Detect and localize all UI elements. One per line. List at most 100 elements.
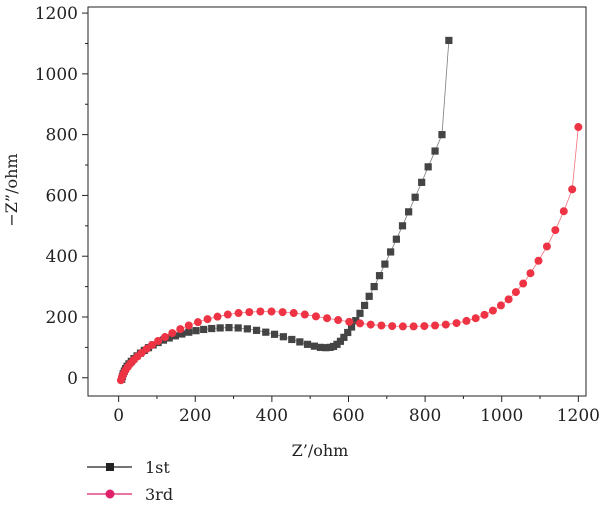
data-point bbox=[409, 322, 418, 331]
data-point bbox=[340, 333, 348, 341]
data-point bbox=[243, 325, 251, 333]
data-point bbox=[398, 322, 407, 331]
x-tick-label: 800 bbox=[409, 406, 441, 426]
x-tick-label: 600 bbox=[332, 406, 364, 426]
series-1st bbox=[118, 36, 453, 383]
data-point bbox=[344, 328, 352, 337]
data-point bbox=[267, 307, 276, 316]
data-point bbox=[381, 260, 389, 268]
y-axis-title: −Z”/ohm bbox=[2, 153, 21, 226]
data-point bbox=[462, 316, 471, 325]
data-point bbox=[356, 309, 364, 317]
data-point bbox=[347, 323, 356, 331]
data-point bbox=[316, 343, 325, 351]
data-point bbox=[200, 325, 208, 334]
data-point bbox=[488, 306, 497, 315]
legend-item: 3rd bbox=[87, 485, 173, 504]
x-tick-label: 1000 bbox=[480, 406, 523, 426]
data-point bbox=[147, 340, 156, 349]
data-point bbox=[388, 322, 397, 331]
data-point bbox=[279, 333, 287, 341]
data-point bbox=[154, 336, 163, 345]
data-point bbox=[418, 178, 426, 186]
data-point bbox=[445, 36, 453, 45]
data-point bbox=[322, 344, 330, 352]
data-point bbox=[452, 319, 461, 328]
data-point bbox=[398, 222, 407, 230]
data-point bbox=[471, 314, 480, 323]
x-tick-label: 400 bbox=[256, 406, 288, 426]
data-point bbox=[504, 295, 513, 304]
data-point bbox=[252, 326, 261, 334]
data-point bbox=[270, 330, 279, 338]
y-axis: 0 200 400 600 800 1000 1200 bbox=[35, 4, 88, 389]
data-point bbox=[300, 310, 309, 319]
data-point bbox=[405, 208, 413, 216]
data-point bbox=[441, 320, 450, 329]
data-point bbox=[323, 314, 332, 323]
data-point bbox=[420, 322, 429, 331]
y-tick-label: 1200 bbox=[35, 4, 78, 24]
data-point bbox=[345, 317, 354, 326]
data-point bbox=[234, 324, 242, 332]
data-point bbox=[262, 328, 270, 336]
y-tick-label: 0 bbox=[67, 369, 78, 389]
plot-frame bbox=[87, 6, 587, 397]
data-point bbox=[375, 272, 384, 280]
data-point bbox=[178, 330, 186, 338]
data-point bbox=[193, 318, 202, 327]
y-tick-label: 600 bbox=[46, 186, 78, 206]
series-line bbox=[120, 127, 579, 381]
data-point bbox=[184, 321, 193, 330]
y-tick-label: 800 bbox=[46, 126, 78, 146]
data-point bbox=[438, 131, 446, 139]
data-point bbox=[296, 338, 304, 346]
data-point bbox=[480, 310, 489, 319]
data-point bbox=[411, 193, 419, 201]
data-point bbox=[366, 320, 375, 329]
data-point bbox=[387, 248, 395, 256]
data-point bbox=[303, 340, 312, 348]
data-point bbox=[203, 315, 212, 324]
data-point bbox=[355, 319, 364, 328]
data-point bbox=[424, 163, 432, 171]
data-point bbox=[496, 301, 505, 310]
data-point bbox=[392, 235, 400, 243]
data-point bbox=[311, 312, 320, 321]
data-point bbox=[278, 308, 287, 317]
data-point bbox=[574, 123, 583, 132]
data-point bbox=[208, 324, 216, 333]
data-point bbox=[176, 325, 185, 334]
data-point bbox=[519, 279, 528, 288]
data-point bbox=[526, 269, 535, 278]
series-layer bbox=[116, 36, 583, 385]
legend-marker bbox=[105, 489, 115, 499]
legend-label: 3rd bbox=[145, 485, 173, 504]
data-point bbox=[185, 328, 193, 336]
data-point bbox=[223, 310, 232, 319]
legend-label: 1st bbox=[145, 458, 170, 477]
data-point bbox=[310, 342, 318, 350]
y-tick-label: 200 bbox=[46, 308, 78, 328]
data-point bbox=[568, 185, 577, 194]
data-point bbox=[377, 321, 386, 330]
data-point bbox=[352, 317, 360, 325]
data-point bbox=[334, 316, 343, 325]
data-point bbox=[336, 337, 345, 345]
data-point bbox=[192, 327, 200, 335]
data-point bbox=[559, 207, 568, 216]
data-point bbox=[160, 333, 169, 342]
data-point bbox=[360, 301, 369, 310]
x-tick-label: 0 bbox=[113, 406, 124, 426]
data-point bbox=[370, 282, 378, 291]
x-tick-label: 1200 bbox=[557, 406, 600, 426]
data-point bbox=[256, 307, 265, 316]
data-point bbox=[288, 335, 296, 344]
y-tick-label: 1000 bbox=[35, 65, 78, 85]
data-point bbox=[365, 292, 373, 300]
data-point bbox=[289, 309, 298, 318]
data-point bbox=[216, 324, 224, 332]
x-axis-title: Z’/ohm bbox=[292, 441, 349, 460]
data-point bbox=[213, 312, 222, 321]
